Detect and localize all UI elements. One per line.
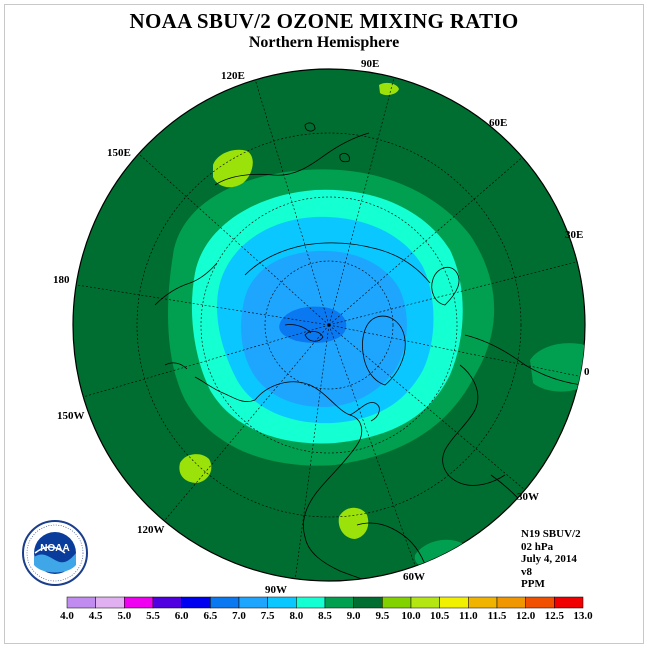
colorbar-tick-label: 11.0 (459, 610, 478, 622)
colorbar-tick-label: 4.5 (89, 610, 103, 622)
lon-label-60w: 60W (403, 571, 425, 583)
colorbar-tick-label: 7.5 (261, 610, 275, 622)
colorbar-swatch (66, 596, 96, 609)
info-instrument: N19 SBUV/2 (521, 528, 581, 540)
contour-8-5-east (530, 343, 585, 392)
colorbar-swatch (410, 596, 440, 609)
colorbar-tick-label: 12.0 (516, 610, 536, 622)
colorbar-tick-label: 10.5 (430, 610, 450, 622)
lon-label-60e: 60E (489, 117, 507, 129)
colorbar-swatch (382, 596, 412, 609)
graticule (76, 69, 584, 581)
colorbar-swatch (353, 596, 383, 609)
info-level: 02 hPa (521, 540, 554, 553)
lon-label-30e: 30E (565, 229, 583, 241)
lon-label-120e: 120E (221, 70, 245, 82)
map-figure: NOAA SBUV/2 OZONE MIXING RATIO Northern … (4, 4, 644, 644)
contour-9-5-d (338, 507, 369, 539)
colorbar-swatch (468, 596, 498, 609)
lon-label-90w: 90W (265, 584, 287, 596)
colorbar-swatch (152, 596, 182, 609)
colorbar-swatch (439, 596, 469, 609)
contour-9-5-a (213, 149, 253, 188)
colorbar-swatch (181, 596, 211, 609)
noaa-logo: NOAA (22, 520, 88, 586)
contour-6-5 (279, 306, 347, 343)
colorbar-tick-label: 8.0 (289, 610, 303, 622)
colorbar-tick-label: 9.0 (347, 610, 361, 622)
colorbar-swatch (124, 596, 154, 609)
contour-9-5-b (379, 82, 399, 96)
page-title: NOAA SBUV/2 OZONE MIXING RATIO (129, 9, 519, 33)
page-subtitle: Northern Hemisphere (248, 34, 400, 51)
info-units: PPM (521, 578, 545, 590)
lon-label-0: 0 (584, 366, 590, 378)
contour-9-5-c (179, 454, 212, 483)
lon-label-30w: 30W (517, 491, 539, 503)
info-date: July 4, 2014 (521, 553, 577, 565)
colorbar (66, 596, 584, 609)
longitude-labels: 90E 120E 60E 150E 30E 180 0 150W 30W 120… (53, 58, 590, 596)
colorbar-tick-label: 10.0 (401, 610, 421, 622)
colorbar-swatch (210, 596, 240, 609)
colorbar-swatch (525, 596, 555, 609)
colorbar-tick-label: 9.5 (375, 610, 389, 622)
polar-map: 90E 120E 60E 150E 30E 180 0 150W 30W 120… (22, 58, 593, 622)
colorbar-swatch (267, 596, 297, 609)
coastlines (154, 122, 584, 581)
colorbar-swatch (238, 596, 268, 609)
colorbar-swatch (496, 596, 526, 609)
colorbar-swatch (324, 596, 354, 609)
colorbar-tick-label: 6.5 (203, 610, 217, 622)
colorbar-tick-label: 4.0 (60, 610, 74, 622)
colorbar-labels: 4.0 4.5 5.0 5.5 6.0 6.5 7.0 7.5 8.0 8.5 9.0 9.5 10.0… (60, 610, 593, 622)
colorbar-tick-label: 6.0 (175, 610, 189, 622)
colorbar-tick-label: 13.0 (573, 610, 593, 622)
colorbar-tick-label: 11.5 (488, 610, 507, 622)
colorbar-tick-label: 8.5 (318, 610, 332, 622)
lon-label-150w: 150W (57, 410, 85, 422)
colorbar-tick-label: 5.0 (117, 610, 131, 622)
info-block: N19 SBUV/2 02 hPa July 4, 2014 v8 PPM (521, 528, 581, 591)
lon-label-90e: 90E (361, 58, 379, 70)
colorbar-tick-label: 12.5 (545, 610, 565, 622)
lon-label-120w: 120W (137, 524, 165, 536)
colorbar-swatch (95, 596, 125, 609)
colorbar-swatch (554, 596, 584, 609)
colorbar-tick-label: 5.5 (146, 610, 160, 622)
colorbar-swatch (296, 596, 326, 609)
lon-label-150e: 150E (107, 147, 131, 159)
info-version: v8 (521, 565, 532, 578)
lon-label-180: 180 (53, 274, 70, 286)
colorbar-tick-label: 7.0 (232, 610, 246, 622)
noaa-logo-text: NOAA (40, 543, 69, 554)
